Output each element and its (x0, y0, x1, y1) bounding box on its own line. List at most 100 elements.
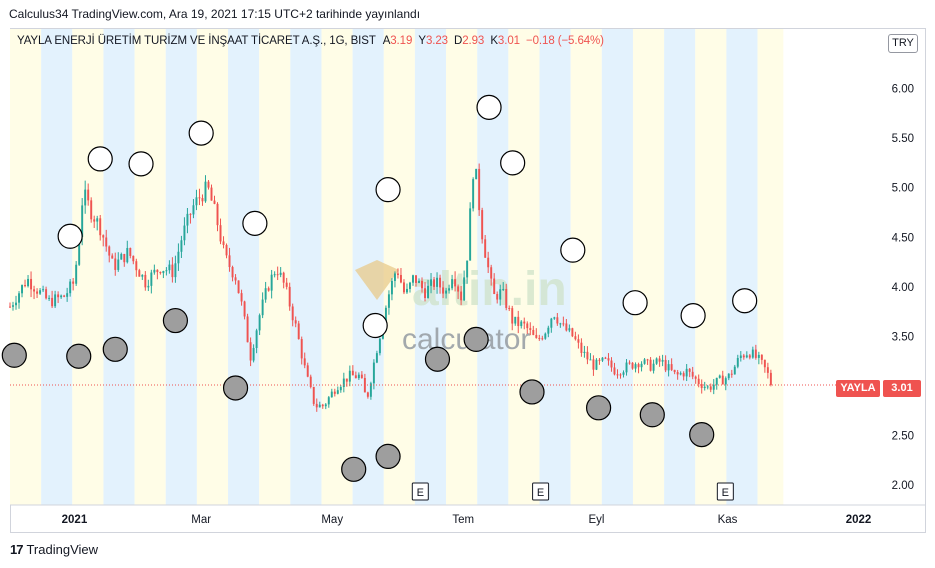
open-label: A (382, 35, 391, 47)
lower-circle-marker[interactable] (102, 336, 128, 362)
upper-circle-marker[interactable] (87, 146, 113, 172)
candle-body (315, 403, 318, 408)
lower-circle-marker[interactable] (341, 456, 367, 482)
candle-body (568, 328, 571, 331)
candle-body (409, 282, 411, 289)
upper-circle-marker[interactable] (362, 312, 388, 339)
earnings-marker-label: E (722, 487, 729, 499)
high-value: 3.23 (425, 35, 448, 47)
earnings-marker-box (411, 482, 429, 501)
candle-body (712, 384, 715, 390)
x-tick-label: May (321, 514, 343, 526)
candle-body (63, 295, 66, 297)
background-band (539, 29, 571, 505)
earnings-marker[interactable]: E (532, 482, 550, 501)
background-band (508, 29, 540, 505)
candle-body (709, 386, 712, 390)
earnings-marker[interactable]: E (716, 482, 734, 501)
candle-body (285, 282, 288, 287)
upper-circle-marker[interactable] (500, 150, 526, 176)
candle-body (715, 377, 718, 385)
candle-body (327, 397, 330, 405)
lower-circle-marker[interactable] (463, 326, 489, 352)
candle-body (264, 288, 267, 300)
candle-body (676, 372, 679, 375)
candle-body (658, 358, 661, 362)
candle-body (706, 386, 709, 388)
candle-body (372, 362, 375, 384)
candle-body (697, 378, 700, 385)
earnings-marker[interactable]: E (411, 482, 429, 501)
lower-circle-marker[interactable] (375, 443, 401, 470)
candle-body (84, 189, 87, 206)
candle-body (21, 285, 24, 294)
candle-body (445, 290, 448, 294)
upper-circle-marker[interactable] (128, 151, 154, 177)
candle-body (424, 288, 426, 299)
candle-body (375, 353, 378, 363)
symbol-legend[interactable]: YAYLA ENERJİ ÜRETİM TURİZM VE İNŞAAT TİC… (17, 35, 604, 47)
upper-circle-marker[interactable] (732, 288, 758, 314)
candle-body (418, 280, 420, 283)
candle-body (619, 374, 622, 376)
upper-circle-marker[interactable] (476, 94, 502, 120)
candle-body (589, 359, 592, 361)
candle-body (532, 329, 535, 335)
candle-body (607, 358, 610, 361)
background-band (446, 29, 478, 505)
candle-body (637, 364, 640, 368)
candle-body (378, 338, 381, 354)
candle-body (153, 269, 156, 273)
candle-body (324, 404, 327, 407)
price-axis: 2.002.503.003.504.004.505.005.506.006.50 (892, 34, 914, 492)
candle-body (219, 225, 222, 242)
upper-circle-marker[interactable] (375, 177, 401, 203)
lower-circle-marker[interactable] (639, 402, 665, 428)
upper-circle-marker[interactable] (560, 237, 586, 263)
lower-circle-marker[interactable] (162, 307, 189, 334)
upper-circle-marker[interactable] (188, 120, 214, 146)
candle-body (508, 308, 511, 310)
candle-body (15, 302, 17, 306)
candle-body (144, 274, 147, 288)
candle-body (604, 357, 607, 359)
upper-circle-marker[interactable] (622, 290, 648, 316)
upper-circle-marker[interactable] (242, 210, 268, 236)
lower-circle-marker[interactable] (222, 375, 249, 401)
lower-circle-marker[interactable] (66, 343, 92, 369)
candle-body (201, 198, 204, 202)
candle-body (625, 362, 628, 373)
x-tick-label: 2022 (846, 514, 872, 526)
lower-circle-marker[interactable] (519, 379, 545, 405)
candle-body (613, 367, 616, 375)
candle-body (535, 334, 538, 338)
candle-body (279, 272, 282, 275)
candle-body (427, 285, 430, 299)
candle-body (189, 213, 192, 215)
candle-body (763, 359, 766, 368)
lower-circle-marker[interactable] (424, 346, 451, 372)
lower-circle-marker[interactable] (585, 395, 612, 421)
candle-body (312, 386, 315, 404)
candle-body (766, 367, 769, 373)
earnings-marker-box (716, 482, 734, 501)
background-band (632, 29, 665, 505)
tradingview-logo[interactable]: 17 TradingView (10, 542, 98, 557)
lower-circle-marker[interactable] (689, 421, 715, 448)
upper-circle-marker[interactable] (680, 302, 706, 329)
upper-circle-marker[interactable] (57, 223, 83, 249)
candle-body (141, 274, 144, 277)
candle-body (186, 213, 189, 226)
lower-circle-marker[interactable] (1, 342, 27, 368)
background-band (41, 29, 73, 505)
candle-body (33, 289, 36, 292)
candle-body (562, 323, 565, 325)
candle-body (183, 225, 186, 241)
currency-button[interactable]: TRY (888, 34, 918, 53)
candle-body (354, 375, 357, 379)
candle-body (745, 355, 748, 358)
candle-body (487, 257, 490, 268)
candle-body (481, 210, 484, 240)
y-tick-label: 3.50 (892, 331, 914, 343)
